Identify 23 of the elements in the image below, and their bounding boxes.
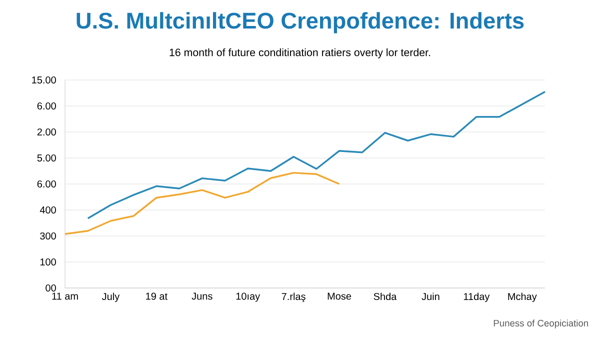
x-tick-label: 7.rlaş <box>282 292 306 302</box>
x-tick-label: 10ıay <box>236 292 260 302</box>
chart-subtitle: 16 month of future conditination ratiers overty lor terder. <box>170 48 430 58</box>
text: 300 <box>40 232 56 240</box>
x-tick-label: 19 at <box>146 292 168 300</box>
text: 400 <box>40 206 56 214</box>
text: 6.00 <box>37 180 56 188</box>
text: 00 <box>46 284 56 292</box>
x-tick-label: Mchay <box>508 292 537 302</box>
text: 100 <box>40 258 56 266</box>
x-tick-label: Juns <box>192 292 212 300</box>
x-tick-label: Shda <box>374 292 397 300</box>
text: 6.00 <box>37 102 56 110</box>
chart-title: U.S. MultcinıltCEO Crenpofdence: Inderts <box>76 12 524 34</box>
text: 15.00 <box>32 76 56 84</box>
x-tick-label: Juin <box>422 292 440 300</box>
x-tick-label: Mose <box>328 292 352 300</box>
x-tick-label: 11 am <box>52 292 78 300</box>
text: 5.00 <box>37 154 56 162</box>
x-tick-label: July <box>102 292 120 302</box>
text: Puness of Ceopiciation <box>494 320 588 328</box>
x-tick-label: 11day <box>464 292 490 302</box>
text: 2.00 <box>37 128 56 136</box>
